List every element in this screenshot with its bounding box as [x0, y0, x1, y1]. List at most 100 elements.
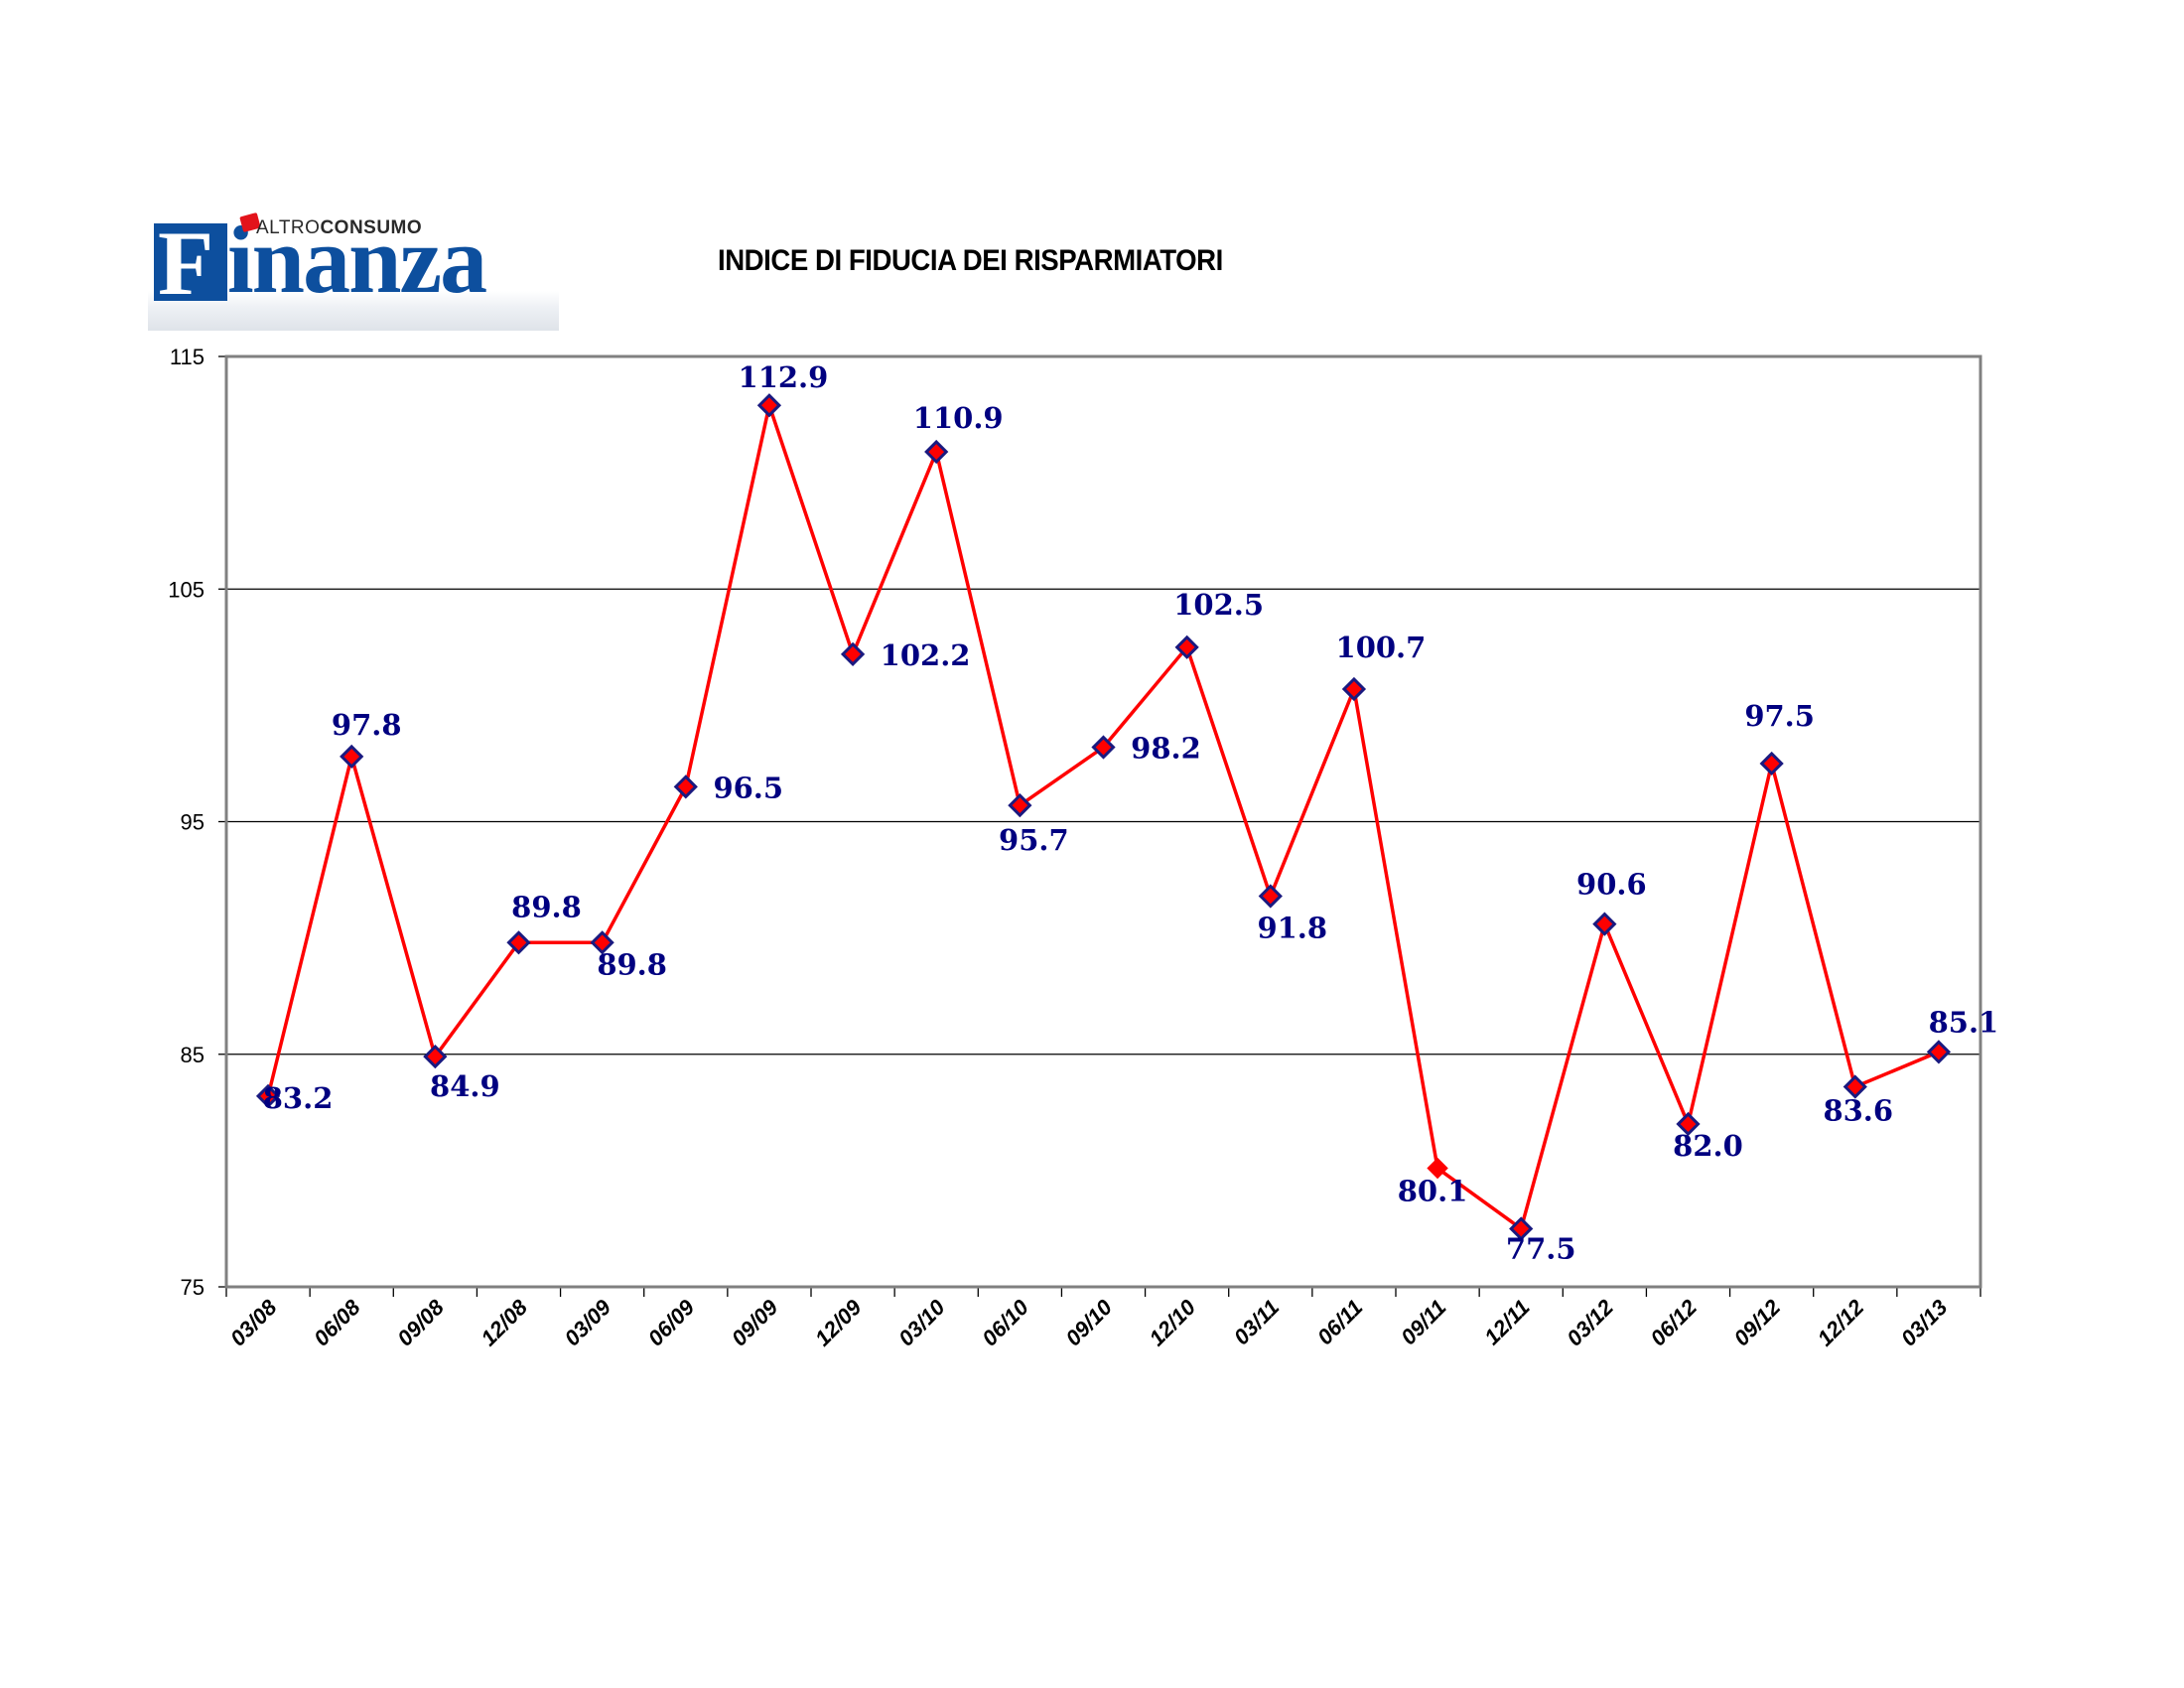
logo-subtitle-bold: CONSUMO: [320, 217, 423, 238]
y-axis: 75 85 95 105 115: [168, 345, 228, 1300]
series-segment: [1269, 687, 1356, 899]
x-tick-label: 09/12: [1729, 1294, 1786, 1350]
data-label: 89.8: [597, 947, 667, 981]
logo-subtitle: ALTROCONSUMO: [256, 217, 422, 239]
x-tick-label: 12/08: [476, 1294, 532, 1350]
data-label: 97.8: [332, 708, 402, 742]
data-point-marker: [590, 930, 614, 955]
x-tick-label: 03/12: [1562, 1294, 1618, 1350]
series-segment: [266, 755, 353, 1098]
data-point-marker: [756, 393, 782, 418]
x-tick-label: 06/08: [309, 1294, 365, 1350]
series-segment: [1435, 1166, 1523, 1231]
series-markers: [255, 393, 1952, 1241]
data-label: 80.1: [1398, 1175, 1468, 1208]
series-segment: [1602, 921, 1691, 1126]
data-point-marker: [1174, 634, 1199, 659]
data-label: 112.9: [739, 360, 829, 394]
series-segment: [433, 940, 521, 1058]
x-tick-label: 09/10: [1060, 1294, 1117, 1350]
x-tick-label: 06/11: [1312, 1295, 1367, 1349]
data-label: 82.0: [1673, 1129, 1743, 1163]
x-tick-label: 03/09: [560, 1294, 616, 1350]
data-label: 102.5: [1173, 588, 1264, 622]
logo-wordmark: inanza: [227, 207, 487, 313]
data-point-marker: [506, 930, 531, 955]
data-label: 97.5: [1744, 699, 1815, 733]
data-point-marker: [1509, 1216, 1534, 1241]
data-label: 95.7: [999, 823, 1069, 857]
data-label: 83.6: [1823, 1094, 1893, 1128]
plot-frame: [224, 354, 1982, 1289]
data-point-marker: [1759, 751, 1784, 776]
data-point-marker: [1843, 1074, 1867, 1099]
series-segment: [600, 784, 688, 945]
series-segment: [1686, 762, 1774, 1126]
x-axis: 03/08 06/08 09/08 12/08 03/09 06/09 09/09 12/09…: [225, 1285, 1981, 1351]
data-label: 83.2: [263, 1081, 334, 1115]
data-label: 98.2: [1131, 732, 1201, 766]
data-label: 77.5: [1506, 1231, 1576, 1265]
data-label: 100.7: [1336, 631, 1427, 664]
x-tick-label: 12/10: [1145, 1294, 1201, 1350]
data-point-marker: [1258, 884, 1283, 909]
series-segment: [1352, 687, 1439, 1171]
series-segment: [1519, 921, 1607, 1231]
data-label: 84.9: [430, 1069, 500, 1103]
x-tick-label: 03/10: [893, 1294, 950, 1350]
series-segment: [684, 403, 771, 789]
y-tick-label: 115: [170, 345, 205, 369]
series-segment: [1769, 762, 1857, 1089]
data-label: 85.1: [1929, 1005, 1999, 1039]
series-segment: [1018, 745, 1106, 807]
series-segment: [1101, 645, 1189, 750]
logo-f-box: F: [154, 217, 227, 309]
data-label: 90.6: [1576, 868, 1647, 902]
y-tick-label: 105: [168, 577, 205, 602]
y-tick-label: 95: [181, 810, 205, 835]
x-tick-label: 03/13: [1896, 1295, 1953, 1351]
data-point-marker: [1341, 676, 1367, 702]
series-line: [266, 403, 1941, 1231]
data-label: 96.5: [713, 771, 783, 804]
series-segment: [851, 450, 938, 656]
data-point-marker: [1008, 792, 1032, 818]
data-point-marker: [840, 641, 866, 666]
series-segment: [349, 755, 438, 1058]
data-point-marker: [1926, 1040, 1952, 1064]
x-tick-label: 09/09: [727, 1294, 783, 1350]
data-point-marker: [924, 439, 949, 465]
data-point-marker: [673, 774, 698, 799]
altroconsumo-finanza-logo: F inanza ALTROCONSUMO: [148, 199, 559, 331]
data-point-marker: [1592, 912, 1617, 936]
gridlines: [226, 588, 1980, 1055]
x-tick-label: 12/12: [1813, 1294, 1869, 1350]
data-point-marker: [1427, 1157, 1448, 1180]
y-tick-label: 85: [181, 1043, 205, 1067]
series-segment: [767, 403, 855, 656]
logo-initial: F: [158, 212, 214, 314]
series-segment: [1853, 1050, 1941, 1089]
series-segment: [1184, 645, 1273, 899]
data-point-marker: [255, 1083, 281, 1109]
data-point-marker: [1091, 735, 1116, 760]
data-label: 110.9: [913, 401, 1004, 435]
x-tick-label: 03/08: [225, 1294, 282, 1350]
data-point-marker: [423, 1044, 448, 1069]
series-segment: [934, 450, 1023, 807]
data-labels: 83.2 97.8 84.9 89.8 89.8 96.5 112.9 102.2 110.9 9…: [263, 360, 1998, 1265]
x-tick-label: 09/11: [1396, 1295, 1450, 1349]
data-label: 102.2: [881, 638, 971, 672]
x-tick-label: 06/12: [1645, 1294, 1702, 1350]
chart-title: INDICE DI FIDUCIA DEI RISPARMIATORI: [718, 244, 1223, 277]
data-point-marker: [1676, 1111, 1701, 1137]
x-tick-label: 06/09: [643, 1294, 700, 1350]
y-tick-label: 75: [181, 1275, 205, 1300]
x-tick-label: 03/11: [1229, 1295, 1284, 1349]
x-tick-label: 06/10: [977, 1294, 1033, 1350]
data-label: 91.8: [1257, 911, 1327, 944]
data-point-marker: [340, 744, 364, 770]
logo-subtitle-light: ALTRO: [256, 217, 321, 238]
x-tick-label: 12/11: [1479, 1295, 1534, 1349]
